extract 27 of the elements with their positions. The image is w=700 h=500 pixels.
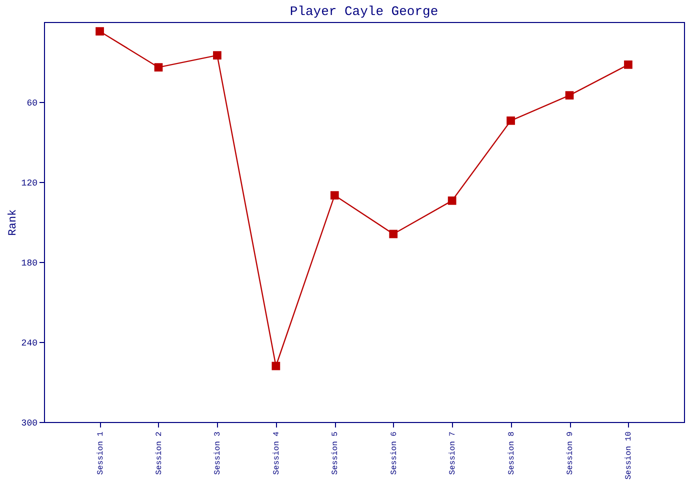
y-tick-label: 180 (21, 258, 38, 268)
y-tick-label: 60 (26, 98, 38, 108)
x-tick-label: Session 5 (331, 431, 340, 475)
point (624, 60, 632, 69)
y-tick-label: 240 (21, 338, 38, 348)
x-tick-label: Session 10 (624, 431, 634, 480)
x-tick-label: Session 6 (390, 431, 399, 475)
x-tick-label: Session 8 (507, 431, 516, 475)
y-tick-label: 120 (21, 178, 38, 188)
x-tick-label: Session 2 (154, 431, 164, 475)
x-tick-label: Session 9 (566, 431, 576, 475)
x-tick-label: Session 4 (272, 431, 282, 475)
x-tick-label: Session 1 (96, 431, 106, 475)
chart-title: Player Cayle George (290, 4, 438, 19)
x-tick-label: Session 7 (448, 431, 458, 475)
point (506, 116, 515, 125)
point (565, 91, 574, 100)
point (154, 63, 163, 72)
y-axis-title: Rank (7, 208, 20, 236)
y-tick-label: 300 (21, 418, 38, 428)
point (96, 27, 104, 36)
point (389, 230, 398, 238)
x-tick-label: Session 3 (214, 431, 223, 475)
point (213, 51, 222, 60)
point (448, 196, 456, 205)
point (330, 191, 339, 200)
point (272, 362, 280, 370)
